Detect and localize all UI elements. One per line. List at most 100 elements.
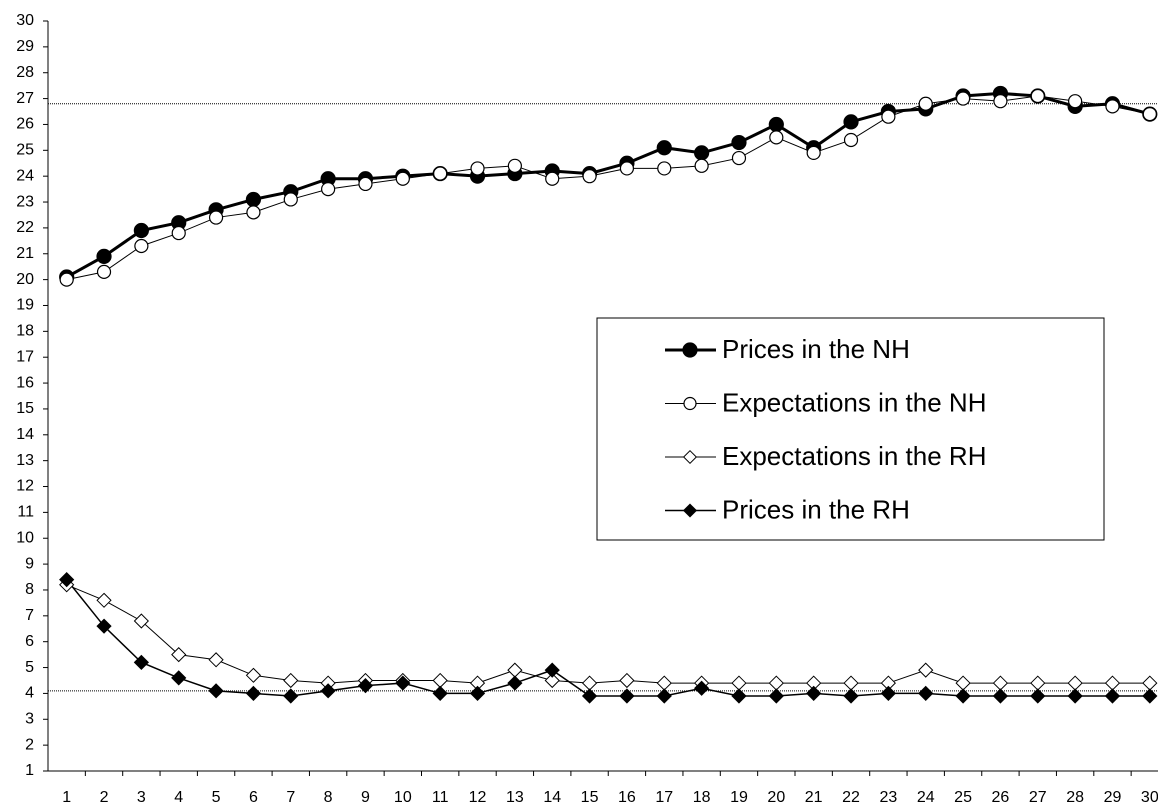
y-tick-label: 13: [16, 452, 34, 469]
marker: [171, 670, 187, 686]
marker: [96, 592, 112, 608]
marker: [395, 675, 411, 691]
marker: [283, 672, 299, 689]
marker: [731, 150, 747, 166]
marker: [507, 662, 523, 678]
x-tick-label: 10: [394, 789, 412, 806]
marker: [955, 688, 971, 704]
marker: [581, 675, 598, 691]
marker: [619, 688, 635, 704]
marker: [682, 342, 698, 358]
marker: [768, 688, 784, 704]
marker: [694, 145, 710, 161]
marker: [358, 176, 373, 192]
y-tick-label: 3: [25, 710, 34, 727]
x-tick-label: 17: [655, 789, 673, 806]
x-tick-label: 12: [469, 789, 487, 806]
y-tick-label: 5: [25, 659, 34, 676]
x-tick-label: 28: [1066, 789, 1084, 806]
legend-label: Prices in the RH: [722, 494, 910, 524]
x-tick-label: 13: [506, 789, 524, 806]
y-tick-label: 10: [16, 529, 34, 546]
marker: [656, 688, 672, 704]
y-tick-label: 11: [17, 504, 34, 521]
marker: [955, 91, 971, 106]
marker: [96, 618, 112, 634]
y-tick-label: 4: [25, 685, 34, 702]
marker: [171, 647, 187, 663]
marker: [682, 503, 698, 518]
marker: [507, 158, 522, 173]
marker: [59, 272, 74, 287]
y-tick-label: 21: [16, 245, 34, 262]
x-tick-label: 25: [954, 789, 972, 806]
marker: [208, 210, 224, 225]
x-tick-label: 16: [618, 789, 636, 806]
marker: [1030, 688, 1046, 704]
marker: [96, 248, 112, 264]
x-tick-label: 3: [137, 789, 146, 806]
x-tick-label: 14: [543, 789, 561, 806]
y-tick-label: 29: [16, 38, 34, 55]
marker: [1142, 107, 1157, 122]
marker: [1104, 675, 1121, 691]
marker: [656, 675, 672, 691]
marker: [657, 161, 672, 176]
x-tick-label: 19: [730, 789, 748, 806]
x-tick-label: 2: [100, 789, 109, 806]
y-tick-label: 18: [16, 323, 34, 340]
y-tick-label: 1: [25, 762, 34, 779]
marker: [469, 685, 486, 702]
marker: [1067, 675, 1083, 691]
marker: [1030, 88, 1045, 104]
marker: [694, 680, 710, 696]
marker: [683, 396, 697, 411]
y-tick-label: 15: [16, 400, 34, 417]
x-tick-label: 7: [286, 789, 295, 806]
marker: [955, 675, 971, 691]
y-tick-label: 28: [16, 64, 34, 81]
marker: [208, 683, 224, 699]
marker: [992, 675, 1009, 691]
marker: [918, 96, 933, 111]
marker: [1030, 675, 1046, 691]
y-tick-label: 20: [16, 271, 34, 288]
marker: [769, 130, 784, 145]
x-tick-label: 24: [917, 789, 935, 806]
series-line: [66, 95, 1150, 281]
marker: [992, 688, 1009, 704]
marker: [918, 685, 934, 702]
marker: [619, 161, 635, 176]
marker: [843, 675, 859, 691]
marker: [880, 685, 896, 702]
marker: [731, 134, 747, 151]
marker: [246, 205, 261, 220]
x-tick-label: 29: [1104, 789, 1122, 806]
y-tick-label: 6: [25, 633, 34, 650]
y-tick-label: 7: [25, 607, 34, 624]
marker: [321, 182, 336, 197]
marker: [806, 685, 822, 702]
marker: [507, 675, 523, 691]
marker: [731, 675, 747, 691]
legend-label: Prices in the NH: [722, 334, 910, 364]
marker: [843, 114, 859, 130]
marker: [433, 166, 448, 181]
marker: [432, 672, 448, 689]
x-tick-label: 26: [992, 789, 1010, 806]
y-tick-label: 12: [16, 478, 34, 495]
marker: [432, 685, 448, 702]
y-tick-label: 30: [16, 12, 34, 29]
marker: [283, 688, 299, 704]
marker: [208, 652, 224, 668]
y-tick-label: 25: [16, 142, 34, 159]
marker: [245, 685, 262, 702]
marker: [133, 613, 149, 629]
y-tick-label: 14: [16, 426, 34, 443]
marker: [768, 116, 784, 133]
x-tick-label: 9: [361, 789, 370, 806]
marker: [582, 169, 597, 184]
x-tick-label: 18: [693, 789, 711, 806]
marker: [245, 191, 262, 208]
